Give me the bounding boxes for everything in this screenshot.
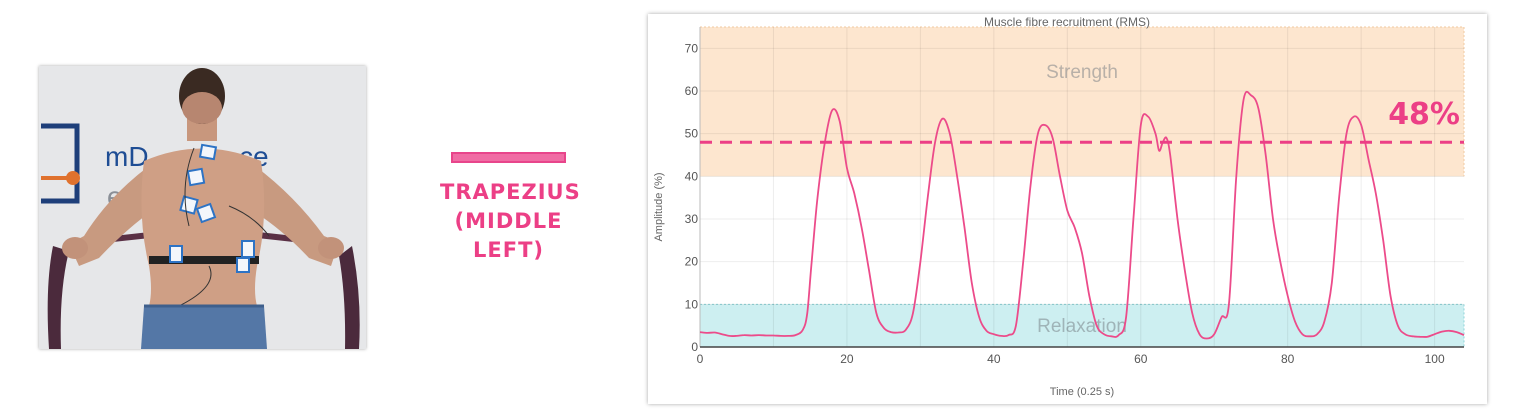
chart-title: Muscle fibre recruitment (RMS) bbox=[984, 15, 1150, 29]
muscle-name: TRAPEZIUS (MIDDLE LEFT) bbox=[440, 178, 581, 265]
zone-strength bbox=[700, 27, 1464, 177]
x-tick-label: 40 bbox=[987, 352, 1001, 366]
y-tick-label: 10 bbox=[685, 297, 699, 311]
zone-label-relaxation: Relaxation bbox=[1037, 316, 1127, 337]
x-tick-label: 100 bbox=[1425, 352, 1445, 366]
y-tick-label: 30 bbox=[685, 212, 699, 226]
zone-relaxation bbox=[700, 304, 1464, 347]
x-tick-label: 80 bbox=[1281, 352, 1295, 366]
zone-label-strength: Strength bbox=[1046, 62, 1118, 83]
muscle-name-line-1: TRAPEZIUS bbox=[440, 180, 581, 204]
rms-chart: Strength Relaxation 0 10 20 30 40 50 60 70 0 20 40… bbox=[653, 15, 1465, 398]
x-tick-label: 20 bbox=[840, 352, 854, 366]
y-tick-label: 60 bbox=[685, 84, 699, 98]
x-axis-label: Time (0.25 s) bbox=[1050, 386, 1114, 398]
threshold-label: 48% bbox=[1388, 97, 1460, 132]
y-tick-label: 0 bbox=[691, 340, 698, 354]
y-axis-label: Amplitude (%) bbox=[653, 172, 665, 241]
emg-electrodes bbox=[169, 143, 255, 273]
muscle-name-line-3: LEFT) bbox=[473, 238, 544, 262]
muscle-divider-bar bbox=[451, 152, 566, 163]
muscle-name-line-2: (MIDDLE bbox=[454, 209, 563, 233]
y-tick-label: 50 bbox=[685, 127, 699, 141]
y-tick-label: 20 bbox=[685, 255, 699, 269]
x-tick-label: 60 bbox=[1134, 352, 1148, 366]
y-tick-label: 70 bbox=[685, 41, 699, 55]
subject-photo-illustration: mD ce e bbox=[39, 66, 366, 349]
y-tick-label: 40 bbox=[685, 169, 699, 183]
rms-chart-card: Strength Relaxation 0 10 20 30 40 50 60 70 0 20 40… bbox=[648, 14, 1487, 404]
wall-text-1: mD bbox=[105, 141, 149, 172]
x-tick-label: 0 bbox=[697, 352, 704, 366]
subject-photo: mD ce e bbox=[39, 66, 366, 349]
